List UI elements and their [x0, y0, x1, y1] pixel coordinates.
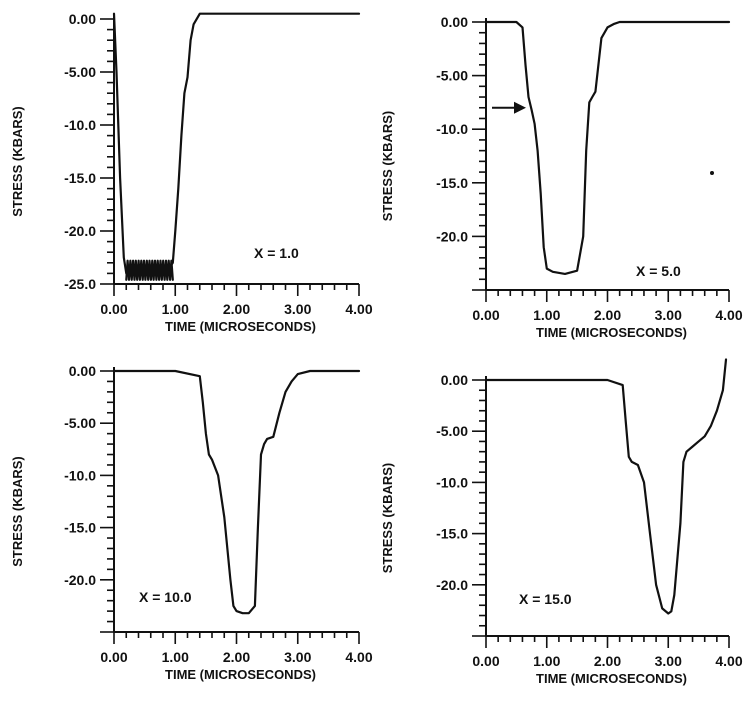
x-tick-label: 4.00 — [715, 307, 742, 323]
stress-trace — [112, 369, 361, 615]
y-tick-label: -20.0 — [64, 223, 96, 239]
x-axis-title: TIME (MICROSECONDS) — [165, 319, 316, 334]
x-tick-label: 1.00 — [533, 653, 560, 669]
y-tick-label: -15.0 — [436, 175, 468, 191]
x-tick-label: 0.00 — [100, 649, 127, 665]
chart-panel-4: 0.00 -5.00 -10.0 -15.0 -20.0 0.00 1.00 2.00 3.00… — [380, 358, 743, 686]
x-tick-label: 2.00 — [223, 649, 250, 665]
y-tick-label: -10.0 — [436, 474, 468, 490]
y-tick-label: 0.00 — [69, 11, 96, 27]
position-annotation: X = 15.0 — [519, 591, 572, 607]
y-axis-title: STRESS (KBARS) — [380, 463, 395, 574]
x-tick-label: 2.00 — [594, 653, 621, 669]
position-annotation: X = 10.0 — [139, 589, 192, 605]
y-tick-label: -25.0 — [64, 276, 96, 292]
y-tick-label: -10.0 — [436, 121, 468, 137]
x-tick-label: 1.00 — [162, 301, 189, 317]
y-tick-label: 0.00 — [441, 372, 468, 388]
x-tick-label: 4.00 — [715, 653, 742, 669]
chart-panel-3: 0.00 -5.00 -10.0 -15.0 -20.0 0.00 1.00 2.00 3.00… — [10, 363, 373, 682]
stress-trace — [112, 12, 361, 275]
y-tick-label: -15.0 — [64, 170, 96, 186]
x-tick-label: 0.00 — [100, 301, 127, 317]
stress-trace — [484, 358, 728, 615]
y-axis-title: STRESS (KBARS) — [10, 106, 25, 217]
y-tick-label: -5.00 — [436, 423, 468, 439]
y-tick-label: 0.00 — [441, 14, 468, 30]
x-axis-title: TIME (MICROSECONDS) — [165, 667, 316, 682]
y-axis-title: STRESS (KBARS) — [10, 456, 25, 567]
x-tick-label: 0.00 — [472, 307, 499, 323]
x-tick-label: 4.00 — [345, 301, 372, 317]
y-tick-label: -15.0 — [64, 520, 96, 536]
x-axis-title: TIME (MICROSECONDS) — [536, 671, 687, 686]
y-tick-label: 0.00 — [69, 363, 96, 379]
y-tick-label: -20.0 — [436, 577, 468, 593]
y-tick-label: -20.0 — [436, 228, 468, 244]
x-tick-label: 2.00 — [594, 307, 621, 323]
y-axis-title: STRESS (KBARS) — [380, 111, 395, 222]
y-tick-label: -10.0 — [64, 117, 96, 133]
chart-panel-1: 0.00-5.00-10.0-15.0-20.0-25.00.00 1.00 2.0… — [10, 11, 373, 334]
x-tick-label: 3.00 — [284, 301, 311, 317]
x-axis-title: TIME (MICROSECONDS) — [536, 325, 687, 340]
chart-panel-2: 0.00 -5.00 -10.0 -15.0 -20.0 0.00 1.00 2.00 3.00… — [380, 14, 743, 340]
y-tick-label: -20.0 — [64, 572, 96, 588]
x-tick-label: 3.00 — [284, 649, 311, 665]
y-tick-label: -5.00 — [64, 415, 96, 431]
x-tick-label: 1.00 — [533, 307, 560, 323]
y-tick-label: -10.0 — [64, 467, 96, 483]
y-tick-label: -5.00 — [64, 64, 96, 80]
stray-dot — [710, 171, 714, 175]
x-tick-label: 2.00 — [223, 301, 250, 317]
x-tick-label: 3.00 — [655, 307, 682, 323]
position-annotation: X = 5.0 — [636, 263, 681, 279]
x-tick-label: 4.00 — [345, 649, 372, 665]
arrow-right-icon — [514, 101, 526, 114]
x-tick-label: 0.00 — [472, 653, 499, 669]
y-tick-label: -5.00 — [436, 68, 468, 84]
position-annotation: X = 1.0 — [254, 245, 299, 261]
y-tick-label: -15.0 — [436, 526, 468, 542]
x-tick-label: 3.00 — [655, 653, 682, 669]
ringing-oscillation — [125, 259, 174, 281]
x-tick-label: 1.00 — [162, 649, 189, 665]
stress-trace — [484, 20, 731, 275]
